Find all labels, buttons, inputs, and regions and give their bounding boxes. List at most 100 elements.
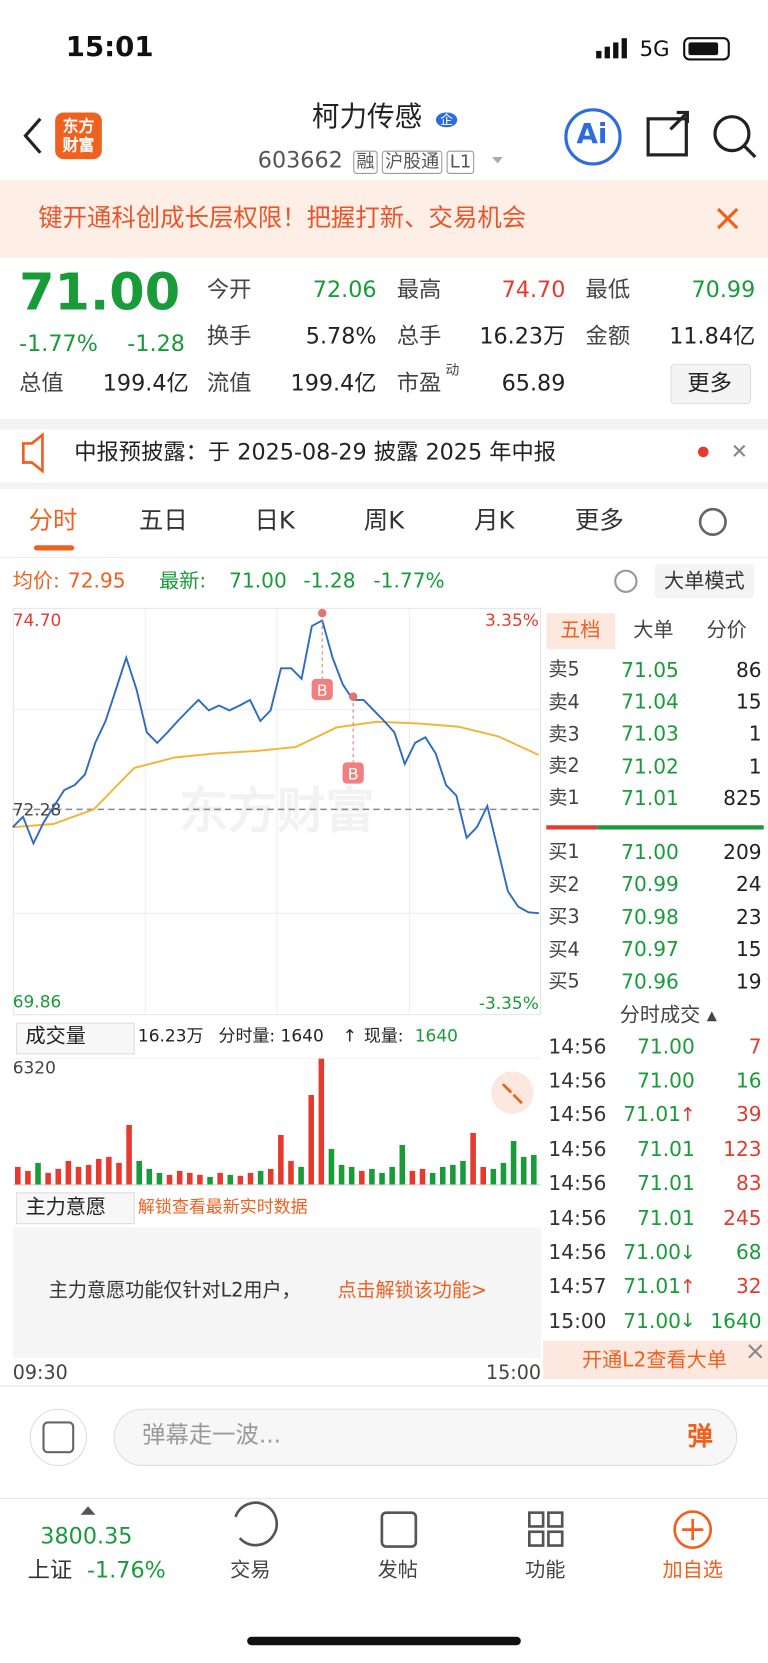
mainforce-select[interactable] <box>15 1192 135 1225</box>
danmaku-placeholder[interactable]: 弹幕走一波... <box>142 1422 282 1449</box>
ai-button[interactable] <box>564 108 622 166</box>
logo-text[interactable]: 东方财富 <box>62 116 95 155</box>
volume-bar <box>389 1166 395 1185</box>
danmaku-icon[interactable] <box>29 1408 87 1466</box>
dropdown-icon[interactable] <box>492 156 503 164</box>
volume-bar <box>399 1144 406 1185</box>
book-volume: 209 <box>723 840 762 865</box>
orderbook-tab[interactable]: 五档 <box>560 617 601 642</box>
volume-bar <box>520 1156 527 1185</box>
nav-item[interactable]: 功能 <box>525 1557 566 1582</box>
l2-banner[interactable] <box>543 1340 768 1380</box>
stock-tag: 融 <box>353 150 378 175</box>
tab[interactable]: 日K <box>254 507 295 535</box>
search-handle <box>743 145 757 159</box>
book-volume: 1 <box>748 722 762 746</box>
banner-text[interactable]: 键开通科创成长层权限！把握打新、交易机会 <box>38 204 527 233</box>
settings-icon[interactable] <box>698 507 727 536</box>
tab[interactable]: 五日 <box>138 507 188 535</box>
tab[interactable]: 更多 <box>574 507 624 535</box>
l2-button[interactable]: 开通L2查看大单 <box>581 1347 727 1372</box>
notice-text[interactable]: 中报预披露：于 2025-08-29 披露 2025 年中报 <box>74 439 557 466</box>
marker-box <box>311 678 333 701</box>
mainforce-message: 主力意愿功能仅针对L2用户， <box>48 1279 301 1302</box>
danmaku-input[interactable] <box>113 1408 738 1466</box>
stat-label: 换手 <box>206 323 252 350</box>
volume-bar <box>490 1168 497 1185</box>
volume-bar <box>470 1132 476 1185</box>
volume-bar <box>531 1154 537 1185</box>
volume-bar <box>328 1148 335 1185</box>
search-icon[interactable] <box>713 115 751 153</box>
badge: 企 <box>435 112 458 128</box>
trade-volume: 83 <box>735 1172 762 1196</box>
index-change[interactable]: -1.76% <box>86 1557 166 1584</box>
volume-bar <box>338 1164 345 1185</box>
trade-time: 14:56 <box>548 1172 607 1196</box>
mainforce-select[interactable]: 主力意愿 <box>25 1195 107 1219</box>
unlock-link[interactable]: 点击解锁该功能> <box>337 1279 487 1302</box>
ai-label[interactable]: Ai <box>576 119 608 152</box>
orderbook-tab[interactable]: 分价 <box>706 617 747 642</box>
index-name[interactable]: 上证 <box>27 1557 73 1584</box>
avg-label: 均价: <box>12 569 60 593</box>
unlock-link[interactable]: 解锁查看最新实时数据 <box>137 1196 308 1218</box>
volume-bar <box>197 1174 203 1185</box>
book-price: 70.99 <box>621 873 679 897</box>
expand-button[interactable] <box>491 1071 534 1114</box>
more-button[interactable] <box>670 363 752 405</box>
tab[interactable]: 周K <box>363 507 405 535</box>
x-label: 09:30 <box>12 1362 68 1385</box>
volume-bar <box>217 1172 223 1185</box>
help-icon[interactable] <box>614 569 638 593</box>
stock-code: 603662 <box>257 147 343 174</box>
nav-item[interactable]: 发帖 <box>377 1557 418 1582</box>
mainforce-panel <box>12 1227 541 1358</box>
latest-change-pct: -1.77% <box>373 569 445 593</box>
volume-select[interactable] <box>15 1022 135 1055</box>
tab[interactable]: 分时 <box>28 507 78 535</box>
volume-bar <box>267 1168 274 1185</box>
volume-bar <box>156 1172 163 1185</box>
trade-time: 14:56 <box>548 1206 607 1231</box>
back-icon[interactable] <box>23 117 42 154</box>
add-watch-plus <box>682 1519 704 1541</box>
book-price: 71.00 <box>621 840 679 865</box>
trade-time: 14:56 <box>548 1034 607 1059</box>
nav-item[interactable]: 加自选 <box>662 1557 723 1582</box>
more-button[interactable]: 更多 <box>687 370 732 397</box>
nav-item[interactable]: 交易 <box>230 1557 271 1582</box>
marker-box <box>342 762 364 784</box>
book-volume: 19 <box>735 970 762 994</box>
trade-price: 71.00 <box>637 1069 695 1093</box>
close-icon[interactable] <box>748 1344 763 1359</box>
volume-select[interactable]: 成交量 <box>25 1024 86 1048</box>
close-icon[interactable] <box>717 207 739 230</box>
share-icon[interactable] <box>646 117 688 157</box>
book-volume: 1 <box>748 754 762 779</box>
volume-bar <box>369 1168 375 1185</box>
tab[interactable]: 月K <box>474 507 515 535</box>
volume-bar <box>15 1166 21 1185</box>
expand-icon <box>501 1083 523 1105</box>
volume-bar <box>419 1168 426 1185</box>
change-pct: -1.77% <box>19 331 98 357</box>
index-value[interactable]: 3800.35 <box>40 1523 133 1550</box>
trade-time: 14:56 <box>548 1241 607 1265</box>
marker-dot <box>348 692 358 701</box>
danmaku-button[interactable]: 弹 <box>687 1421 713 1451</box>
close-icon[interactable] <box>733 444 746 457</box>
x-label: 15:00 <box>485 1362 541 1385</box>
orderbook-tab[interactable]: 大单 <box>633 617 674 642</box>
trade-time: 14:56 <box>548 1069 607 1093</box>
volume-bar <box>106 1156 112 1185</box>
home-indicator <box>247 1636 521 1646</box>
mode-button[interactable]: 大单模式 <box>664 569 745 593</box>
logo[interactable] <box>55 112 102 160</box>
book-volume: 15 <box>735 690 762 714</box>
mode-button[interactable] <box>654 564 755 599</box>
volume-bar <box>136 1160 142 1185</box>
volume-bar <box>176 1170 183 1185</box>
